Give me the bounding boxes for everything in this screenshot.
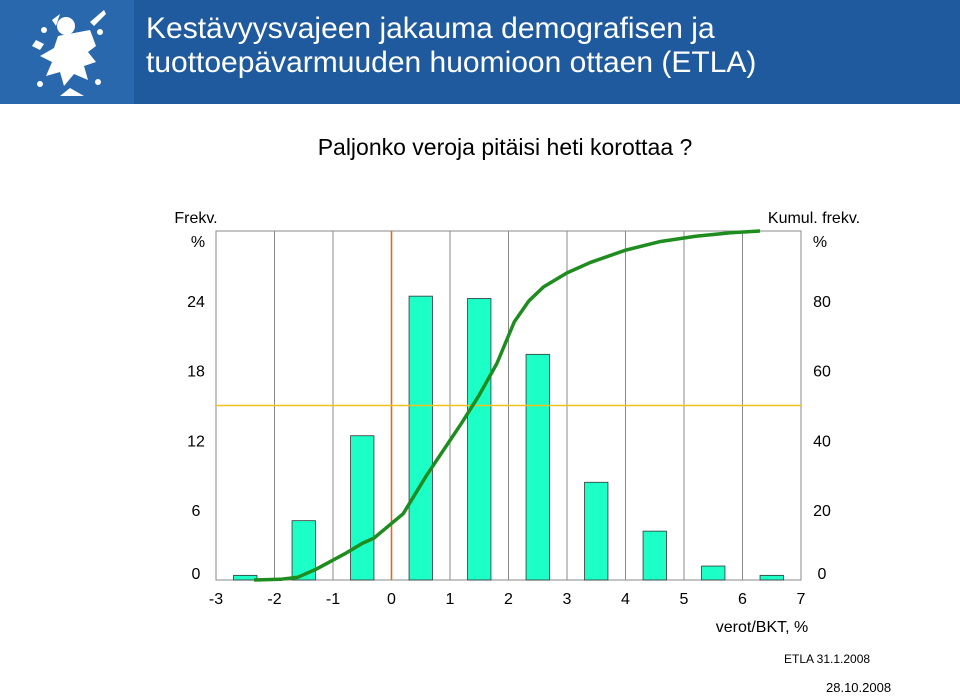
- date-label: 28.10.2008: [826, 680, 892, 695]
- x-tick-label-5: 2: [504, 591, 513, 608]
- left-axis-label-line-1: Frekv.: [174, 210, 217, 227]
- x-tick-label-10: 7: [797, 591, 806, 608]
- bar-9: [759, 574, 784, 581]
- lion-coat-of-arms-icon: [32, 10, 106, 96]
- bar-2: [350, 435, 375, 581]
- x-tick-label-9: 6: [738, 591, 747, 608]
- bar-6: [584, 481, 609, 581]
- source-credit: ETLA 31.1.2008: [784, 652, 871, 666]
- cumulative-frequency-line: [253, 229, 761, 582]
- header-bar: Kestävyysvajeen jakauma demografisen ja …: [0, 0, 960, 104]
- bar-7: [642, 530, 667, 581]
- x-tick-label-1: -2: [267, 591, 281, 608]
- left-tick-label-1: 6: [192, 503, 201, 520]
- right-tick-label-4: 80: [813, 294, 831, 311]
- x-tick-label-8: 5: [680, 591, 689, 608]
- left-axis-label-line-2: %: [191, 234, 205, 251]
- bar-8: [701, 565, 726, 581]
- right-tick-label-2: 40: [813, 433, 831, 450]
- bar-1: [291, 520, 316, 581]
- right-axis-label-line-2: %: [813, 234, 827, 251]
- page-title-line-1: Kestävyysvajeen jakauma demografisen ja: [146, 12, 715, 45]
- left-tick-label-4: 24: [187, 294, 205, 311]
- right-tick-label-3: 60: [813, 364, 831, 381]
- left-tick-label-2: 12: [187, 433, 205, 450]
- x-tick-label-6: 3: [563, 591, 572, 608]
- x-tick-label-2: -1: [326, 591, 340, 608]
- right-tick-label-0: 0: [818, 566, 827, 583]
- right-tick-label-1: 20: [813, 503, 831, 520]
- page-title-line-2: tuottoepävarmuuden huomioon ottaen (ETLA…: [146, 46, 757, 79]
- x-tick-label-7: 4: [621, 591, 630, 608]
- bar-0: [233, 574, 258, 581]
- left-tick-label-0: 0: [192, 566, 201, 583]
- chart-title: Paljonko veroja pitäisi heti korottaa ?: [317, 134, 693, 160]
- page-title: Kestävyysvajeen jakauma demografisen ja …: [146, 12, 756, 80]
- left-tick-label-3: 18: [187, 364, 205, 381]
- x-axis-label: verot/BKT, %: [716, 619, 808, 636]
- bar-4: [467, 298, 492, 581]
- bar-3: [408, 295, 433, 581]
- x-tick-label-4: 1: [446, 591, 455, 608]
- logo: [0, 0, 134, 104]
- x-tick-label-3: 0: [387, 591, 396, 608]
- right-axis-label-line-1: Kumul. frekv.: [768, 210, 860, 227]
- bar-5: [525, 353, 550, 581]
- x-tick-label-0: -3: [209, 591, 223, 608]
